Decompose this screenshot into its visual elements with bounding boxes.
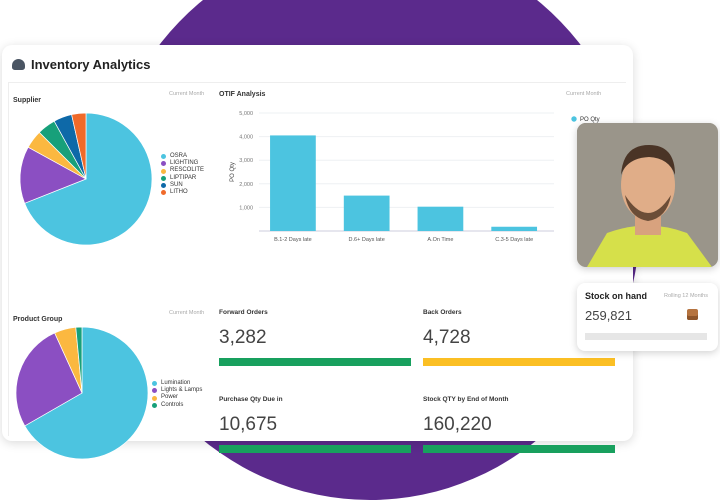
kpi-label: Forward Orders [219, 309, 268, 316]
legend-label: LITHO [170, 189, 188, 196]
pie-slice-lumination[interactable] [24, 326, 149, 460]
gauge-icon [12, 59, 25, 70]
legend-dot [161, 161, 166, 167]
product-group-title: Product Group [13, 316, 63, 323]
bar-d-6-days-late[interactable] [343, 195, 390, 231]
supplier-legend: OSRA LIGHTING RESCOLITE LIPTIPAR SUN LITHO [161, 153, 204, 196]
worker-photo [577, 123, 718, 267]
y-tick-label: 2,000 [239, 182, 253, 188]
stock-on-hand-period: Rolling 12 Months [663, 293, 708, 299]
product-group-legend: Lumination Lights & Lamps Power Controls [152, 380, 202, 409]
pie-slice-controls[interactable] [75, 326, 83, 394]
dashboard-panel: Supplier Current Month OSRA LIGHTING RESCO… [8, 82, 626, 460]
kpi-label: Back Orders [423, 309, 462, 316]
page-title: Inventory Analytics [12, 57, 150, 72]
kpi-bar [423, 445, 615, 453]
legend-dot [152, 395, 157, 401]
legend-label: OSRA [170, 153, 188, 159]
legend-dot [152, 388, 157, 394]
legend-label: LIGHTING [170, 160, 199, 167]
product-group-period: Current Month [169, 310, 205, 316]
legend-label: Lights & Lamps [161, 387, 203, 394]
stock-on-hand-card: Stock on hand Rolling 12 Months 259,821 [577, 283, 718, 351]
x-tick-label: A.On Time [427, 237, 453, 243]
legend-dot [161, 154, 166, 160]
kpi-stock-qty-end-of-month: Stock QTY by End of Month 160,220 [423, 396, 615, 453]
kpi-value: 160,220 [423, 414, 492, 435]
legend-dot [161, 168, 166, 174]
otif-bar-chart: 1,000 2,000 3,000 4,000 5,000 PO Qty B.1-2 Day… [230, 111, 600, 243]
pie-slice-lighting[interactable] [19, 146, 87, 204]
kpi-label: Stock QTY by End of Month [423, 396, 509, 403]
supplier-pie-chart [19, 112, 153, 246]
otif-period: Current Month [566, 91, 602, 97]
x-tick-label: D.6+ Days late [349, 237, 385, 243]
legend-label: SUN [170, 181, 183, 188]
y-tick-label: 4,000 [239, 135, 253, 141]
y-axis-label: PO Qty [230, 162, 236, 182]
kpi-forward-orders: Forward Orders 3,282 [219, 309, 411, 366]
legend-label: PO Qty [580, 117, 600, 123]
legend-item[interactable]: OSRA [161, 153, 204, 160]
kpi-label: Purchase Qty Due in [219, 396, 283, 403]
legend-label: Controls [161, 401, 184, 408]
kpi-back-orders: Back Orders 4,728 [423, 309, 615, 366]
pie-slice-litho[interactable] [71, 112, 87, 180]
legend-dot [571, 116, 577, 122]
kpi-bar [219, 358, 411, 366]
legend-dot [152, 402, 157, 408]
bar-b-1-2-days-late[interactable] [270, 135, 316, 231]
stock-on-hand-value: 259,821 [585, 308, 632, 323]
kpi-value: 10,675 [219, 414, 278, 435]
title-text: Inventory Analytics [31, 57, 151, 72]
legend-dot [161, 182, 166, 188]
legend-item[interactable]: Power [152, 394, 202, 401]
legend-dot [161, 175, 166, 181]
y-tick-label: 3,000 [239, 158, 253, 164]
pie-slice-osra[interactable] [24, 112, 153, 246]
legend-item[interactable]: LIGHTING [161, 160, 204, 167]
worker-image [577, 123, 718, 267]
legend-dot [161, 190, 166, 196]
legend-item[interactable]: Lumination [152, 380, 202, 387]
legend-label: RESCOLITE [170, 167, 205, 174]
y-tick-label: 1,000 [239, 205, 253, 211]
bar-a-on-time[interactable] [417, 206, 464, 231]
stock-progress-bar [585, 333, 707, 340]
legend-item[interactable]: LIPTIPAR [161, 175, 204, 182]
kpi-bar [219, 445, 411, 453]
legend-item[interactable]: Controls [152, 402, 202, 409]
y-tick-label: 5,000 [239, 111, 253, 117]
pie-slice-lights-lamps[interactable] [15, 332, 83, 427]
supplier-title: Supplier [13, 97, 42, 104]
legend-item[interactable]: Lights & Lamps [152, 387, 202, 394]
kpi-value: 3,282 [219, 327, 267, 348]
legend-label: Power [161, 394, 179, 401]
legend-item[interactable]: SUN [161, 182, 204, 189]
stock-on-hand-title: Stock on hand [585, 291, 648, 301]
legend-item[interactable]: LITHO [161, 189, 204, 196]
package-box-icon [687, 309, 698, 320]
legend-dot [152, 381, 157, 387]
bar-c-3-5-days-late[interactable] [491, 226, 538, 231]
kpi-purchase-qty-due-in: Purchase Qty Due in 10,675 [219, 396, 411, 453]
otif-title: OTIF Analysis [219, 91, 266, 98]
inventory-analytics-card: Inventory Analytics Supplier Current Mon… [2, 45, 633, 460]
kpi-bar [423, 358, 615, 366]
legend-item[interactable]: RESCOLITE [161, 167, 204, 174]
x-tick-label: C.3-5 Days late [495, 237, 533, 243]
legend-label: LIPTIPAR [170, 174, 197, 181]
x-tick-label: B.1-2 Days late [274, 237, 312, 243]
legend-label: Lumination [161, 380, 191, 386]
supplier-period: Current Month [169, 91, 205, 97]
kpi-value: 4,728 [423, 327, 471, 348]
product-group-pie-chart [15, 326, 149, 460]
